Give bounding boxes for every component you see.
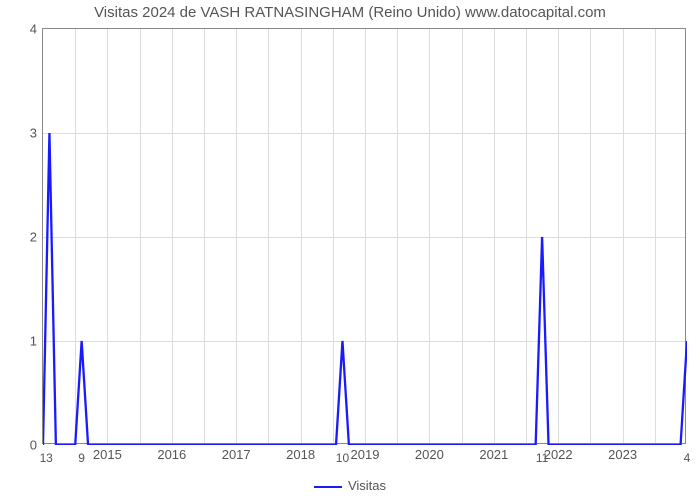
data-point-label: 4 (684, 451, 691, 465)
data-point-label: 10 (336, 451, 349, 465)
chart-plot-area: 0123420152016201720182019202020212022202… (42, 28, 686, 444)
x-tick-label: 2015 (93, 443, 122, 462)
legend-swatch (314, 486, 342, 488)
x-tick-label: 2021 (479, 443, 508, 462)
x-tick-label: 2017 (222, 443, 251, 462)
x-tick-label: 2023 (608, 443, 637, 462)
data-point-label: 11 (536, 451, 548, 465)
chart-title: Visitas 2024 de VASH RATNASINGHAM (Reino… (0, 4, 700, 21)
y-tick-label: 2 (30, 230, 43, 245)
chart-line-series (43, 29, 687, 445)
y-tick-label: 4 (30, 22, 43, 37)
y-tick-label: 1 (30, 334, 43, 349)
chart-legend: Visitas (0, 478, 700, 493)
data-point-label: 9 (78, 451, 85, 465)
x-tick-label: 2020 (415, 443, 444, 462)
x-tick-label: 2016 (157, 443, 186, 462)
legend-label: Visitas (348, 478, 386, 493)
x-tick-label: 2018 (286, 443, 315, 462)
data-point-label: 3 (46, 451, 53, 465)
x-tick-label: 2019 (351, 443, 380, 462)
y-tick-label: 3 (30, 126, 43, 141)
